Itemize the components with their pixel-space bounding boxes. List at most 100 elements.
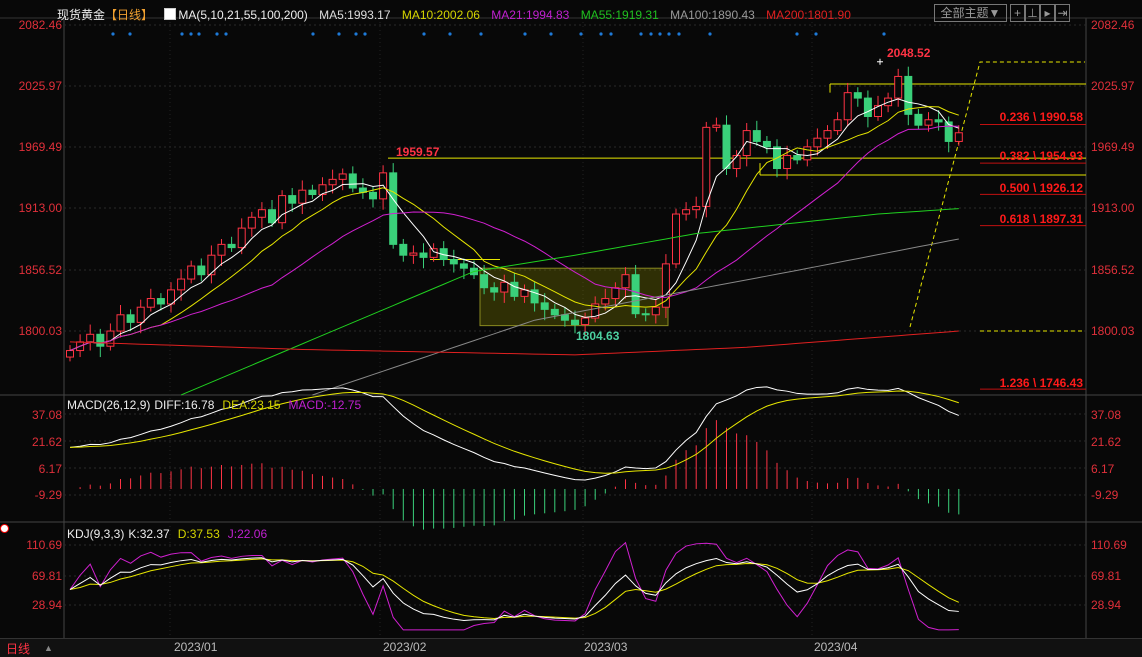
candle-up bbox=[843, 92, 852, 121]
kdj-k: K:32.37 bbox=[128, 527, 170, 541]
kdj-tick: 28.94 bbox=[31, 598, 62, 612]
candle-up bbox=[742, 130, 751, 157]
high-annotation: 2048.52 bbox=[887, 46, 931, 60]
time-axis bbox=[0, 638, 1142, 657]
event-marker bbox=[354, 32, 358, 36]
ma-label[interactable]: MA(5,10,21,55,100,200) bbox=[178, 8, 308, 22]
candle-down bbox=[399, 243, 408, 256]
ma100-value: MA100:1890.43 bbox=[670, 8, 755, 22]
candle-down bbox=[550, 308, 559, 316]
ma5-value: MA5:1993.17 bbox=[319, 8, 391, 22]
candle-down bbox=[96, 333, 105, 347]
period-label: 【日线】 bbox=[105, 8, 154, 22]
candle-up bbox=[732, 155, 741, 170]
candle-down bbox=[490, 287, 499, 293]
candle-down bbox=[459, 263, 468, 269]
candle-down bbox=[863, 97, 872, 118]
low-annotation: 1804.63 bbox=[576, 329, 620, 343]
ma55-line bbox=[180, 208, 959, 396]
event-marker bbox=[658, 32, 662, 36]
candle-up bbox=[601, 298, 610, 305]
candle-up bbox=[66, 350, 74, 358]
ma200-line bbox=[69, 330, 959, 356]
price-tick-right: 2025.97 bbox=[1091, 79, 1135, 93]
month-label: 2023/01 bbox=[174, 640, 218, 654]
candle-up bbox=[278, 195, 287, 224]
candle-down bbox=[934, 119, 943, 123]
candle-up bbox=[823, 130, 832, 139]
ma21-line bbox=[69, 125, 959, 352]
candle-down bbox=[480, 274, 489, 289]
event-marker bbox=[215, 32, 219, 36]
indicator-settings-icon[interactable] bbox=[0, 524, 9, 533]
month-label: 2023/02 bbox=[383, 640, 427, 654]
candle-down bbox=[560, 314, 569, 321]
event-marker bbox=[111, 32, 115, 36]
pivot-high-annotation: 1959.57 bbox=[396, 145, 440, 159]
play-icon[interactable]: ▸ bbox=[1040, 4, 1055, 22]
candle-up bbox=[692, 205, 701, 211]
expand-icon[interactable]: ⇥ bbox=[1055, 4, 1070, 22]
event-marker bbox=[667, 32, 671, 36]
price-tick-right: 1913.00 bbox=[1091, 201, 1135, 215]
candle-up bbox=[611, 287, 620, 300]
zoom-in-icon[interactable]: ⊥ bbox=[1025, 4, 1040, 22]
price-tick: 1856.52 bbox=[18, 263, 62, 277]
candle-down bbox=[530, 289, 539, 304]
kdj-label: KDJ(9,3,3) bbox=[67, 527, 125, 541]
candle-down bbox=[793, 155, 802, 161]
candle-up bbox=[298, 189, 307, 204]
event-marker bbox=[448, 32, 452, 36]
candle-down bbox=[722, 124, 731, 170]
candle-up bbox=[682, 209, 691, 215]
event-marker bbox=[814, 32, 818, 36]
macd-tick-right: 37.08 bbox=[1091, 408, 1122, 422]
macd-diff-line bbox=[69, 386, 959, 481]
candle-up bbox=[661, 263, 670, 308]
ma100-line bbox=[312, 238, 959, 396]
candle-up bbox=[591, 303, 600, 319]
period-tab[interactable]: 日线 bbox=[6, 642, 31, 656]
candle-down bbox=[268, 209, 276, 224]
kdj-j: J:22.06 bbox=[227, 527, 268, 541]
event-marker bbox=[224, 32, 228, 36]
event-marker bbox=[599, 32, 603, 36]
candle-down bbox=[853, 92, 862, 99]
event-marker bbox=[795, 32, 799, 36]
candle-up bbox=[672, 213, 680, 265]
macd-tick-right: 21.62 bbox=[1091, 435, 1122, 449]
event-marker bbox=[128, 32, 132, 36]
candle-up bbox=[581, 317, 590, 326]
event-marker bbox=[479, 32, 483, 36]
candle-up bbox=[136, 306, 145, 323]
candle-down bbox=[126, 314, 135, 323]
candle-up bbox=[86, 333, 95, 343]
macd-label: MACD(26,12,9) bbox=[67, 398, 151, 412]
event-marker bbox=[708, 32, 712, 36]
candle-down bbox=[449, 259, 458, 265]
period-dropdown-icon[interactable]: ▲ bbox=[44, 643, 53, 653]
candle-down bbox=[510, 281, 519, 297]
price-tick-right: 1969.49 bbox=[1091, 140, 1135, 154]
chart-header: 现货黄金【日线】 MA(5,10,21,55,100,200) MA5:1993… bbox=[57, 6, 859, 23]
fib-label-0500: 0.500 \ 1926.12 bbox=[999, 181, 1083, 195]
candle-down bbox=[540, 302, 549, 310]
candle-up bbox=[409, 252, 418, 256]
candle-down bbox=[389, 172, 398, 245]
candle-up bbox=[187, 265, 196, 280]
candle-down bbox=[419, 252, 428, 258]
kdj-tick: 110.69 bbox=[26, 538, 62, 552]
crosshair-icon[interactable]: + bbox=[1010, 4, 1025, 22]
theme-dropdown[interactable]: 全部主题▼ bbox=[934, 4, 1007, 22]
kdj-tick-right: 28.94 bbox=[1091, 598, 1122, 612]
candle-up bbox=[177, 278, 186, 291]
candle-down bbox=[308, 189, 317, 196]
event-marker bbox=[579, 32, 583, 36]
fib-label-0382: 0.382 \ 1954.93 bbox=[999, 149, 1083, 163]
macd-tick-right: 6.17 bbox=[1091, 462, 1115, 476]
ma-indicator-icon[interactable] bbox=[164, 8, 177, 20]
event-marker bbox=[882, 32, 886, 36]
candle-up bbox=[894, 75, 903, 99]
candle-down bbox=[227, 243, 236, 249]
